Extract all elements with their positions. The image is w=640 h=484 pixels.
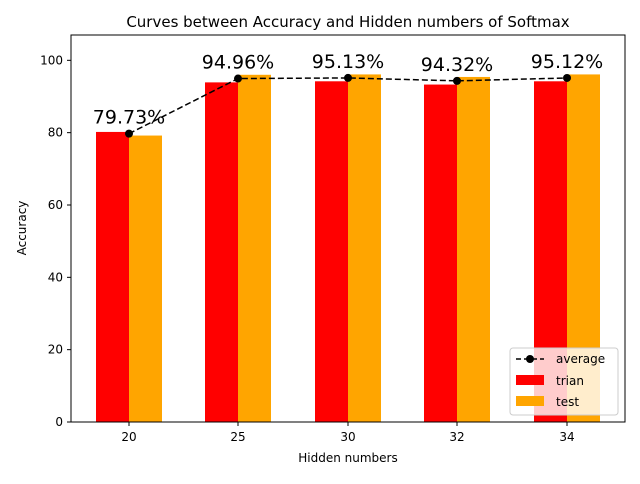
- x-axis-ticks: 20 25 30 32 34: [121, 422, 575, 444]
- annotation-layer: 79.73% 94.96% 95.13% 94.32% 95.12%: [93, 51, 603, 129]
- x-axis-label: Hidden numbers: [298, 451, 397, 465]
- average-line: [128, 77, 568, 135]
- y-tick-label-40: 40: [48, 270, 63, 284]
- legend-average-label: average: [556, 352, 605, 366]
- average-point-34: [563, 73, 571, 82]
- bar-trian-20: [96, 131, 129, 422]
- average-point-32: [453, 76, 461, 85]
- legend-trian-swatch: [516, 375, 544, 385]
- average-annotation-32: 94.32%: [421, 54, 493, 76]
- x-tick-label-34: 34: [559, 430, 574, 444]
- x-tick-label-32: 32: [449, 430, 464, 444]
- legend: average trian test: [509, 347, 619, 416]
- legend-average-marker: [526, 355, 534, 363]
- average-point-30: [344, 73, 352, 82]
- legend-trian-label: trian: [556, 374, 584, 388]
- y-tick-label-80: 80: [48, 126, 63, 140]
- average-annotation-34: 95.12%: [531, 51, 603, 73]
- y-axis-ticks: 0 20 40 60 80 100: [40, 53, 71, 429]
- average-point-25: [234, 74, 242, 83]
- x-tick-label-25: 25: [230, 430, 245, 444]
- y-tick-label-60: 60: [48, 198, 63, 212]
- bar-test-20: [129, 135, 162, 422]
- bar-trian-30: [315, 81, 348, 423]
- chart-title: Curves between Accuracy and Hidden numbe…: [126, 13, 569, 31]
- y-tick-label-0: 0: [55, 415, 63, 429]
- average-annotation-30: 95.13%: [312, 51, 384, 73]
- legend-test-label: test: [556, 395, 579, 409]
- average-annotation-20: 79.73%: [93, 107, 165, 129]
- bar-trian-25: [205, 82, 238, 422]
- x-tick-label-30: 30: [340, 430, 355, 444]
- bar-test-25: [238, 74, 271, 423]
- bar-trian-32: [424, 84, 457, 422]
- legend-test-swatch: [516, 396, 544, 406]
- x-tick-label-20: 20: [121, 430, 136, 444]
- y-axis-label: Accuracy: [15, 201, 29, 256]
- plot-area-frame: [70, 34, 626, 423]
- average-annotation-25: 94.96%: [202, 52, 274, 74]
- y-tick-label-20: 20: [48, 343, 63, 357]
- bar-test-30: [348, 74, 381, 422]
- y-tick-label-100: 100: [40, 53, 63, 67]
- average-line-layer: [125, 73, 571, 138]
- bar-test-32: [457, 76, 490, 422]
- average-point-20: [125, 129, 133, 138]
